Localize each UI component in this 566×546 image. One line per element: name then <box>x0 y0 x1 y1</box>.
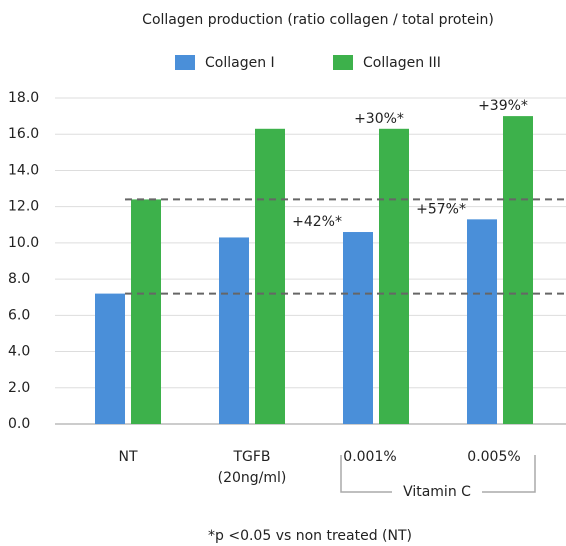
y-tick-label: 16.0 <box>8 126 39 142</box>
group-bracket <box>340 455 536 493</box>
y-tick-label: 18.0 <box>8 90 39 106</box>
x-tick-label: 0.001% <box>343 449 397 465</box>
legend-swatch <box>333 55 353 70</box>
legend-swatch <box>175 55 195 70</box>
annotation: +42%* <box>292 214 342 230</box>
legend-label: Collagen III <box>363 55 441 71</box>
y-tick-label: 0.0 <box>8 416 30 432</box>
bar <box>503 116 533 424</box>
x-tick-label: 0.005% <box>467 449 521 465</box>
y-tick-label: 14.0 <box>8 162 39 178</box>
annotation: +57%* <box>416 201 466 217</box>
group-label: Vitamin C <box>403 484 471 500</box>
y-tick-label: 4.0 <box>8 344 30 360</box>
x-tick-label: NT <box>118 449 138 465</box>
y-tick-label: 12.0 <box>8 199 39 215</box>
x-tick-label: TGFB (20ng/ml) <box>217 449 287 486</box>
bar <box>343 232 373 424</box>
bar <box>467 219 497 424</box>
bar <box>95 293 125 424</box>
y-tick-label: 2.0 <box>8 380 30 396</box>
annotation: +39%* <box>478 98 528 114</box>
footnote: *p <0.05 vs non treated (NT) <box>208 528 412 544</box>
bar <box>255 128 285 425</box>
y-tick-label: 6.0 <box>8 307 30 323</box>
bar <box>379 128 409 425</box>
bar <box>131 199 161 424</box>
annotation: +30%* <box>354 111 404 127</box>
bar <box>219 237 249 424</box>
y-tick-label: 8.0 <box>8 271 30 287</box>
y-tick-label: 10.0 <box>8 235 39 251</box>
legend-label: Collagen I <box>205 55 275 71</box>
chart-title: Collagen production (ratio collagen / to… <box>142 12 494 28</box>
